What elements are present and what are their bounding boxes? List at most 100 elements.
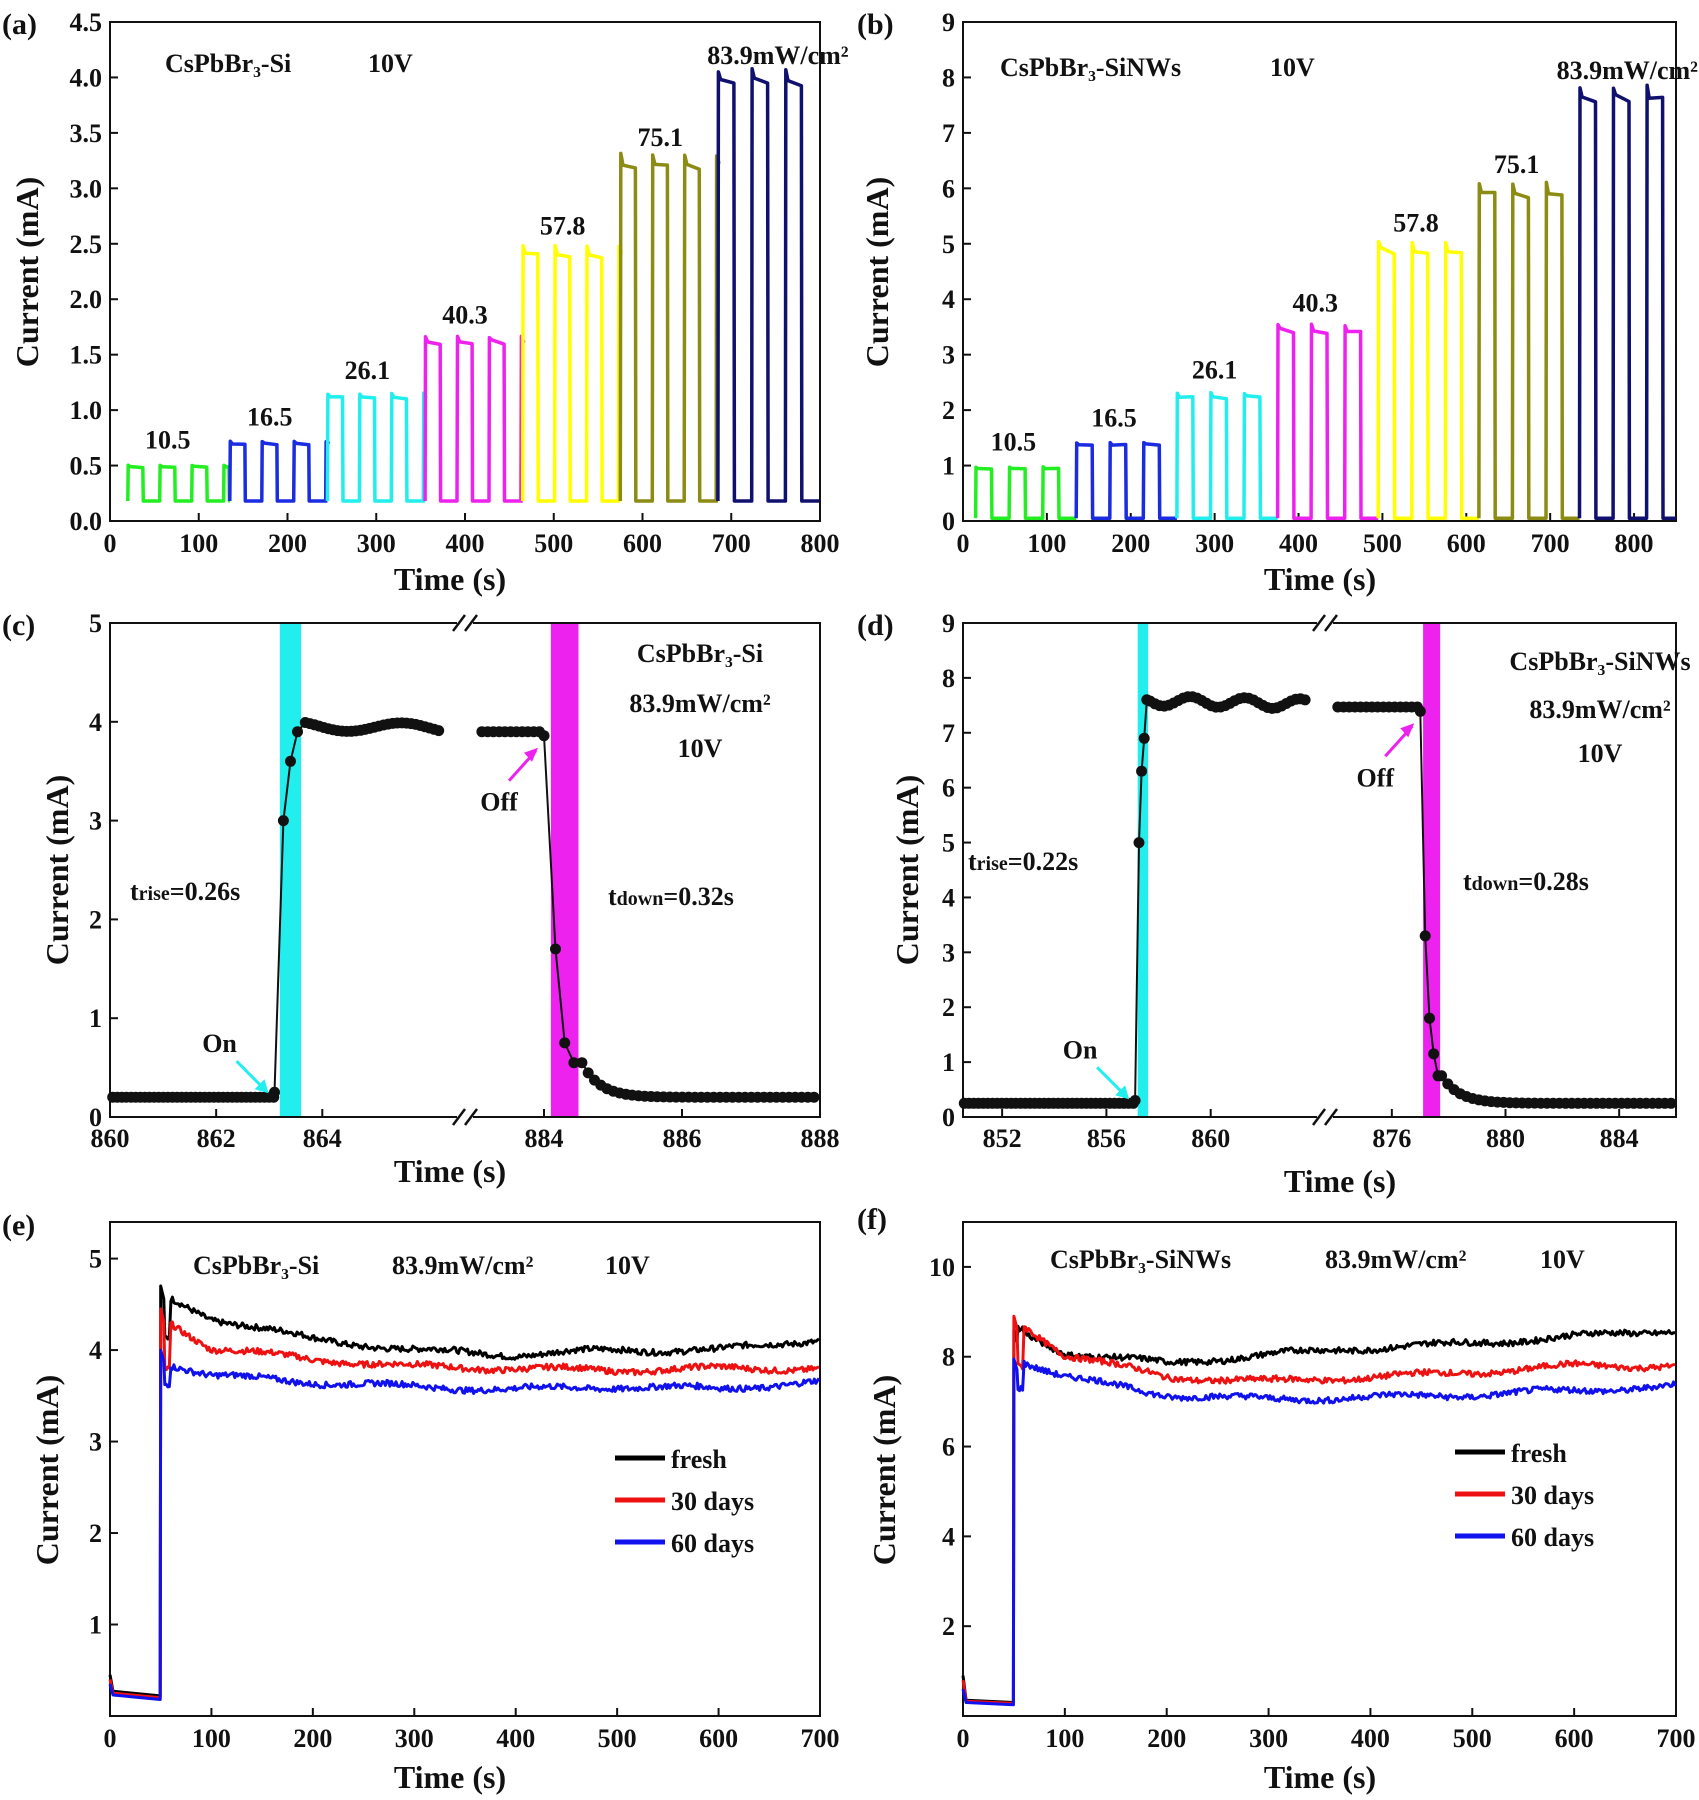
x-tick-label-f: 700 — [1657, 1724, 1696, 1753]
panel-e-frame — [109, 1221, 821, 1717]
segment-label-a: 26.1 — [345, 356, 391, 385]
y-tick-label-b: 9 — [942, 8, 955, 37]
y-tick-label-a: 4.5 — [70, 8, 103, 37]
x-tick-label-d: 852 — [983, 1124, 1022, 1153]
data-point-d — [1436, 1070, 1448, 1082]
title-text-a: CsPbBr₃-Si — [165, 49, 291, 78]
x-tick-label-b: 0 — [957, 529, 970, 558]
x-tick-label-b: 700 — [1531, 529, 1570, 558]
data-point-d — [1414, 705, 1426, 717]
x-tick-label-b: 800 — [1615, 529, 1654, 558]
series-line-f — [961, 1324, 1675, 1704]
rise-time-sub-c: rise — [139, 883, 170, 905]
x-tick-label-f: 0 — [957, 1724, 970, 1753]
segment-label-a: 16.5 — [247, 402, 293, 431]
series-line-a — [520, 243, 623, 503]
title-text-c: 83.9mW/cm² — [629, 689, 771, 718]
axis-break-mark-c — [452, 1108, 466, 1126]
y-tick-label-a: 2.0 — [70, 285, 103, 314]
data-point-d — [1299, 694, 1311, 706]
y-tick-label-a: 3.0 — [70, 174, 103, 203]
panel-label-a: (a) — [2, 8, 37, 41]
data-point-c — [582, 1067, 594, 1079]
y-tick-label-d: 5 — [942, 829, 955, 858]
y-tick-label-b: 1 — [942, 452, 955, 481]
response-line-c — [481, 730, 814, 1099]
x-tick-label-f: 500 — [1453, 1724, 1492, 1753]
x-tick-label-b: 200 — [1111, 529, 1150, 558]
series-line-a — [618, 151, 721, 503]
axis-break-gap-d — [1317, 1114, 1333, 1120]
x-tick-label-e: 700 — [801, 1724, 840, 1753]
rise-time-t-d: t — [968, 847, 977, 876]
down-time-label-c: tdown=0.32s — [608, 882, 734, 911]
y-tick-label-d: 2 — [942, 993, 955, 1022]
x-tick-label-d: 880 — [1486, 1124, 1525, 1153]
axis-break-gap-c — [457, 1114, 473, 1120]
data-point-c — [292, 726, 303, 738]
rise-time-label-c: trise=0.26s — [130, 877, 240, 906]
y-tick-label-b: 0 — [942, 507, 955, 536]
y-tick-label-a: 3.5 — [70, 119, 103, 148]
data-point-c — [808, 1091, 820, 1103]
segment-label-b: 26.1 — [1192, 355, 1238, 384]
x-tick-label-a: 700 — [712, 529, 751, 558]
down-time-sub-c: down — [617, 888, 664, 910]
data-point-c — [559, 1037, 571, 1049]
x-axis-label-a: Time (s) — [394, 561, 506, 597]
down-time-t-d: t — [1463, 867, 1472, 896]
y-tick-label-a: 1.0 — [70, 396, 103, 425]
x-tick-label-b: 300 — [1195, 529, 1234, 558]
axis-break-mark-d — [1324, 614, 1338, 632]
y-tick-label-f: 4 — [942, 1522, 955, 1551]
x-tick-label-a: 300 — [357, 529, 396, 558]
rise-time-label-d: trise=0.22s — [968, 847, 1078, 876]
x-tick-label-a: 800 — [801, 529, 840, 558]
data-point-c — [538, 730, 550, 742]
rise-time-t-c: t — [130, 877, 139, 906]
segment-label-b: 57.8 — [1393, 208, 1439, 237]
on-arrowhead-d — [1115, 1085, 1130, 1100]
x-tick-label-a: 100 — [179, 529, 218, 558]
y-tick-label-c: 0 — [89, 1103, 102, 1132]
y-tick-label-d: 9 — [942, 609, 955, 638]
legend-label-e: 30 days — [671, 1487, 754, 1516]
series-line-a — [423, 334, 526, 503]
axis-break-gap-d — [1317, 620, 1333, 626]
y-tick-label-d: 6 — [942, 774, 955, 803]
axis-break-mark-d — [1312, 614, 1326, 632]
panel-a-frame — [109, 21, 821, 522]
series-line-b — [1477, 180, 1580, 520]
y-tick-label-b: 2 — [942, 396, 955, 425]
data-point-d — [1138, 732, 1150, 744]
y-tick-label-b: 4 — [942, 285, 955, 314]
title-text-d: 10V — [1578, 739, 1623, 768]
y-axis-label-e: Current (mA) — [29, 1375, 65, 1565]
data-point-d — [1424, 1012, 1435, 1024]
x-tick-label-b: 100 — [1027, 529, 1066, 558]
y-tick-label-a: 4.0 — [70, 63, 103, 92]
y-tick-label-d: 7 — [942, 719, 955, 748]
data-point-d — [1133, 837, 1145, 849]
x-axis-label-b: Time (s) — [1264, 561, 1376, 597]
y-tick-label-a: 0.0 — [70, 507, 103, 536]
x-tick-label-a: 0 — [104, 529, 117, 558]
y-tick-label-e: 2 — [89, 1519, 102, 1548]
segment-label-a: 40.3 — [442, 300, 488, 329]
series-line-f — [961, 1357, 1677, 1707]
title-text-e: 83.9mW/cm² — [392, 1251, 534, 1280]
panel-label-b: (b) — [857, 8, 894, 41]
y-tick-label-c: 2 — [89, 905, 102, 934]
off-label-d: Off — [1356, 763, 1394, 792]
y-tick-label-d: 3 — [942, 938, 955, 967]
y-tick-label-a: 0.5 — [70, 452, 103, 481]
panel-b-frame — [962, 21, 1677, 522]
x-tick-label-d: 876 — [1372, 1124, 1411, 1153]
x-tick-label-c: 884 — [525, 1124, 564, 1153]
y-tick-label-e: 4 — [89, 1336, 102, 1365]
y-axis-label-b: Current (mA) — [859, 177, 895, 367]
y-tick-label-c: 4 — [89, 708, 102, 737]
y-tick-label-e: 1 — [89, 1611, 102, 1640]
data-point-c — [277, 815, 289, 827]
